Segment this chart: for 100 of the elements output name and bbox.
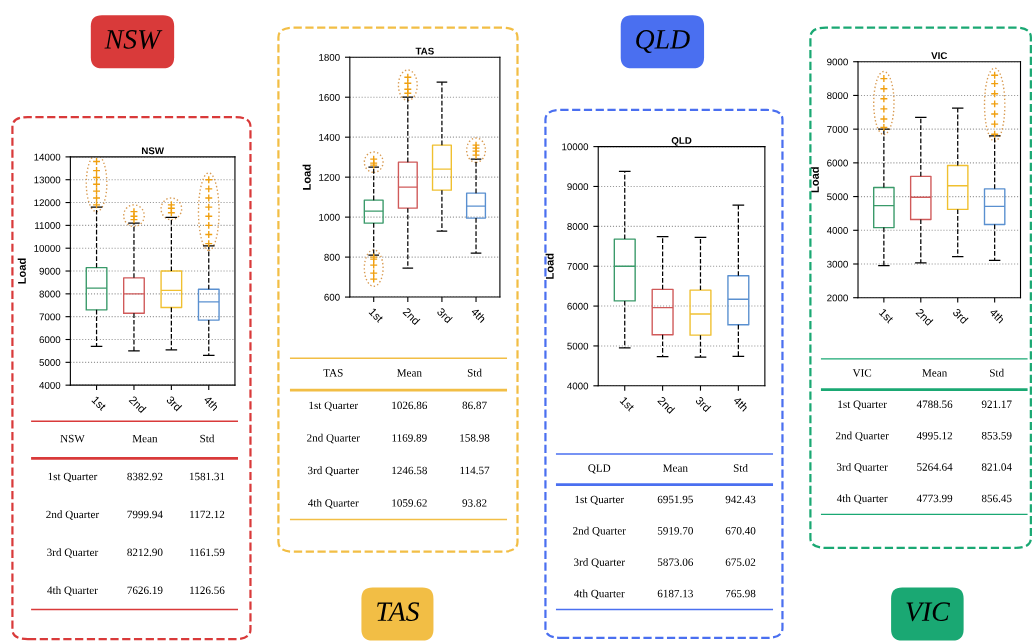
y-tick-label: 2000 [827, 294, 848, 302]
data-label: 675.02 [725, 558, 756, 566]
data-label: 8212.90 [127, 548, 163, 557]
y-tick-label: 13000 [34, 176, 61, 184]
y-tick-label: 8000 [827, 92, 848, 100]
data-label: 853.59 [981, 431, 1012, 440]
data-label: 7999.94 [127, 510, 163, 519]
y-axis-title: Load [545, 253, 554, 279]
text: QLD [588, 464, 611, 474]
text: Mean [132, 434, 158, 443]
y-tick-label: 1400 [319, 133, 340, 141]
text: Std [733, 463, 748, 472]
category-label: 4th Quarter [836, 494, 888, 504]
y-tick-label: 6000 [827, 159, 848, 167]
data-label: 1169.89 [392, 434, 427, 442]
x-tick-label: 1st [368, 307, 384, 323]
text: VIC [852, 369, 872, 377]
chart-title: VIC [931, 52, 948, 60]
text: TAS [323, 369, 343, 377]
x-tick-label: 3rd [165, 395, 183, 412]
text: Mean [922, 369, 948, 377]
category-label: 1st Quarter [575, 495, 624, 505]
y-tick-label: 12000 [34, 199, 61, 207]
x-tick-label: 2nd [915, 307, 934, 326]
y-tick-label: 1600 [319, 93, 340, 101]
data-label: 856.45 [981, 494, 1012, 503]
category-label: 2nd Quarter [307, 433, 360, 444]
x-tick-label: 2nd [402, 307, 421, 326]
data-label: 765.98 [726, 589, 756, 598]
data-label: 7626.19 [127, 586, 163, 595]
y-tick-label: 6000 [39, 336, 61, 344]
y-tick-label: 800 [324, 253, 340, 261]
text: Mean [663, 464, 688, 472]
text: NSW [104, 30, 163, 49]
text: TAS [377, 602, 420, 622]
y-tick-label: 9000 [827, 58, 848, 66]
y-tick-label: 4000 [567, 382, 589, 390]
data-label: 86.87 [462, 401, 487, 410]
y-tick-label: 7000 [827, 125, 848, 133]
y-tick-label: 14000 [34, 153, 61, 161]
x-tick-label: 3rd [436, 307, 453, 324]
category-label: 1st Quarter [838, 400, 887, 410]
category-label: 3rd Quarter [47, 548, 99, 558]
data-label: 942.43 [725, 495, 756, 504]
data-label: 5264.64 [917, 463, 953, 471]
data-label: 158.98 [460, 434, 490, 442]
category-label: 2nd Quarter [573, 526, 626, 537]
category-label: 1st Quarter [48, 472, 98, 482]
data-label: 6951.95 [657, 495, 693, 504]
y-axis-title: Load [17, 258, 26, 284]
y-tick-label: 11000 [35, 222, 61, 229]
data-label: 6187.13 [657, 589, 693, 598]
y-tick-label: 3000 [827, 260, 848, 268]
category-label: 1st Quarter [309, 401, 359, 411]
x-tick-label: 1st [91, 395, 107, 412]
text: QLD [636, 30, 690, 53]
x-tick-label: 3rd [695, 395, 712, 413]
category-label: 2nd Quarter [46, 510, 100, 520]
data-label: 1059.62 [392, 499, 427, 507]
y-tick-label: 8000 [39, 290, 61, 298]
data-label: 1126.56 [190, 586, 225, 595]
category-label: 3rd Quarter [308, 466, 359, 476]
x-tick-label: 3rd [952, 307, 969, 325]
y-tick-label: 9000 [567, 183, 589, 191]
y-tick-label: 1000 [319, 213, 340, 221]
data-label: 1246.58 [392, 466, 427, 475]
category-label: 3rd Quarter [574, 558, 625, 568]
chart-title: QLD [671, 137, 692, 146]
y-tick-label: 9000 [39, 267, 61, 275]
category-label: 3rd Quarter [836, 462, 888, 473]
data-label: 8382.92 [127, 472, 163, 481]
x-tick-label: 4th [203, 395, 220, 412]
data-label: 1172.12 [190, 510, 225, 519]
y-tick-label: 7000 [567, 262, 589, 270]
y-axis-title: Load [810, 167, 819, 193]
data-label: 93.82 [462, 499, 487, 507]
x-tick-label: 1st [878, 308, 894, 324]
text: Std [990, 368, 1004, 377]
y-tick-label: 6000 [567, 302, 589, 310]
y-tick-label: 4000 [39, 381, 61, 389]
y-axis-title: Load [302, 164, 311, 190]
data-label: 921.17 [981, 400, 1012, 409]
x-tick-label: 4th [989, 307, 1006, 324]
y-tick-label: 1200 [319, 173, 340, 181]
category-label: 2nd Quarter [835, 431, 889, 442]
y-tick-label: 5000 [567, 342, 589, 350]
y-tick-label: 8000 [567, 223, 589, 230]
category-label: 4th Quarter [47, 586, 98, 596]
category-label: 4th Quarter [574, 589, 625, 599]
text: NSW [60, 434, 85, 443]
y-tick-label: 5000 [39, 359, 61, 366]
data-label: 4995.12 [916, 431, 953, 440]
y-tick-label: 7000 [39, 313, 61, 321]
data-label: 821.04 [981, 463, 1012, 471]
data-label: 1026.86 [392, 401, 428, 410]
data-label: 1161.59 [190, 548, 225, 557]
y-tick-label: 4000 [826, 227, 848, 234]
text: Std [200, 434, 215, 443]
data-label: 1581.31 [189, 472, 225, 481]
data-label: 5919.70 [657, 527, 693, 535]
